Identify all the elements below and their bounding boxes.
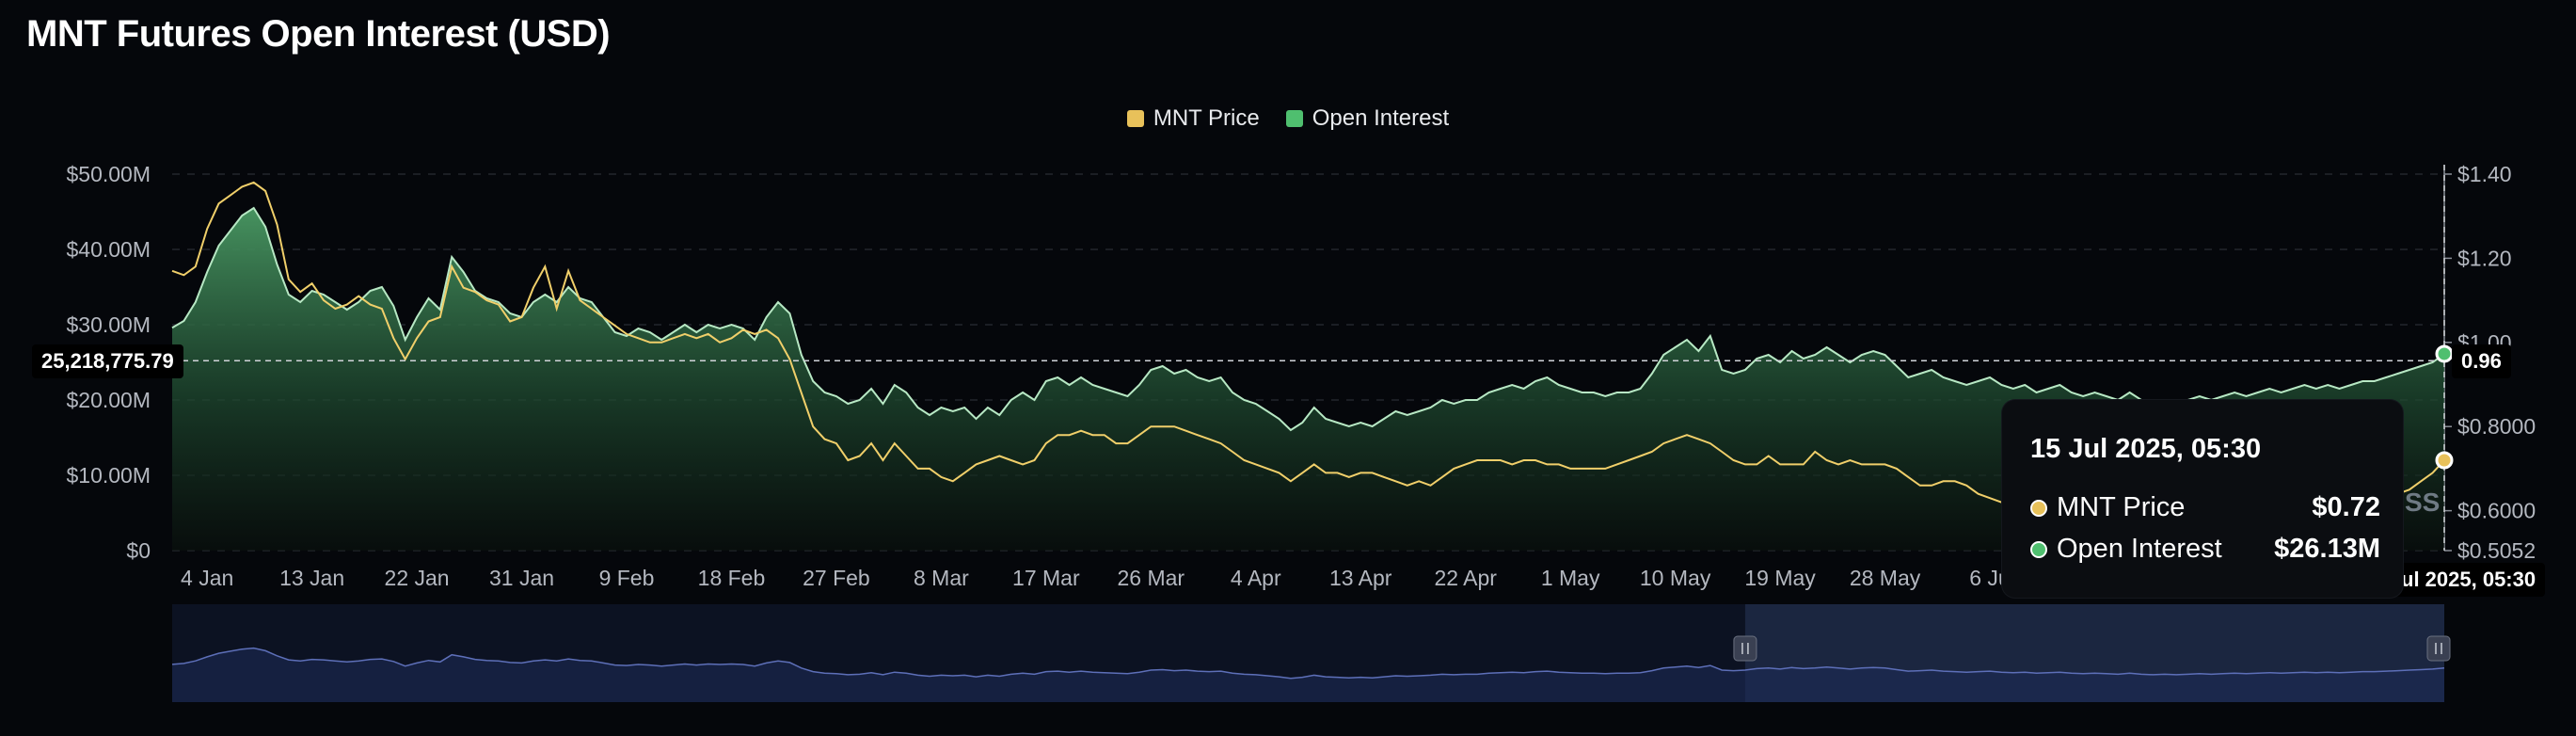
legend-label-open-interest: Open Interest	[1312, 105, 1450, 131]
crosshair-price-label: 0.96	[2452, 344, 2511, 378]
tooltip-row-price: MNT Price $0.72	[2030, 492, 2380, 523]
navigator-handle-left[interactable]	[1733, 635, 1757, 662]
tooltip-dot-open-interest	[2030, 540, 2047, 558]
right-axis-tick-label: $1.40	[2457, 162, 2512, 186]
right-axis-tick-label: $1.20	[2457, 246, 2512, 270]
x-axis-tick-label: 10 May	[1640, 566, 1711, 590]
left-axis-tick-label: $30.00M	[66, 312, 151, 337]
left-axis-tick-label: $40.00M	[66, 237, 151, 262]
x-axis-tick-label: 4 Apr	[1231, 566, 1281, 590]
x-axis-tick-label: 31 Jan	[489, 566, 554, 590]
legend-label-price: MNT Price	[1153, 105, 1260, 131]
x-axis-tick-label: 13 Jan	[279, 566, 344, 590]
tooltip-value-open-interest: $26.13M	[2274, 534, 2380, 564]
crosshair	[172, 165, 2454, 551]
legend-item-open-interest[interactable]: Open Interest	[1285, 105, 1450, 132]
x-axis-tick-label: 13 Apr	[1329, 566, 1392, 590]
crosshair-x-label: ul 2025, 05:30	[2392, 563, 2546, 597]
x-axis-tick-label: 8 Mar	[914, 566, 969, 590]
x-axis-tick-label: 26 Mar	[1118, 566, 1185, 590]
mnt-price-marker	[2435, 451, 2454, 470]
x-axis-tick-label: 22 Apr	[1434, 566, 1497, 590]
legend-swatch-open-interest	[1285, 110, 1303, 127]
x-axis-tick-label: 4 Jan	[181, 566, 233, 590]
x-axis-tick-label: 1 May	[1541, 566, 1600, 590]
x-axis-tick-label: 19 May	[1744, 566, 1816, 590]
tooltip-label-price: MNT Price	[2057, 492, 2186, 522]
tooltip-dot-price	[2030, 499, 2047, 517]
left-axis: $0 $10.00M $20.00M $30.00M $40.00M $50.00M	[66, 162, 151, 563]
tooltip-date: 15 Jul 2025, 05:30	[2030, 434, 2262, 464]
navigator-handle-right[interactable]	[2426, 635, 2451, 662]
x-axis-tick-label: 27 Feb	[803, 566, 870, 590]
x-axis-tick-label: 28 May	[1850, 566, 1921, 590]
legend-item-price[interactable]: MNT Price	[1126, 105, 1260, 132]
navigator-line	[171, 647, 2445, 680]
tooltip-value-price: $0.72	[2312, 492, 2380, 522]
left-axis-tick-label: $0	[126, 538, 151, 563]
x-axis-tick-label: 18 Feb	[698, 566, 766, 590]
left-axis-tick-label: $20.00M	[66, 388, 151, 412]
chart-title: MNT Futures Open Interest (USD)	[26, 13, 611, 55]
x-axis-tick-label: 22 Jan	[385, 566, 450, 590]
navigator-area	[172, 648, 2444, 702]
left-axis-tick-label: $10.00M	[66, 463, 151, 488]
x-axis-tick-label: 9 Feb	[599, 566, 655, 590]
open-interest-line	[171, 206, 2445, 432]
crosshair-oi-label: 25,218,775.79	[32, 344, 183, 378]
legend-swatch-price	[1126, 110, 1144, 127]
right-axis: $0.5052$0.6000$0.8000$1.00$1.20$1.40	[2443, 162, 2536, 563]
x-axis: 4 Jan 13 Jan 22 Jan 31 Jan 9 Feb 18 Feb 27 Feb…	[181, 566, 2011, 590]
navigator[interactable]	[171, 604, 2451, 702]
watermark: SS	[2405, 488, 2441, 517]
right-axis-tick-label: $0.6000	[2457, 499, 2536, 523]
tooltip-label-open-interest: Open Interest	[2057, 534, 2222, 564]
open-interest-marker	[2435, 344, 2454, 363]
tooltip: 15 Jul 2025, 05:30 MNT Price $0.72 Open …	[2002, 400, 2403, 598]
right-axis-tick-label: $0.8000	[2457, 414, 2536, 439]
x-axis-tick-label: 17 Mar	[1012, 566, 1080, 590]
legend: MNT Price Open Interest	[0, 105, 2576, 132]
left-axis-tick-label: $50.00M	[66, 162, 151, 186]
tooltip-row-open-interest: Open Interest $26.13M	[2030, 534, 2380, 565]
right-axis-tick-label: $0.5052	[2457, 538, 2536, 563]
